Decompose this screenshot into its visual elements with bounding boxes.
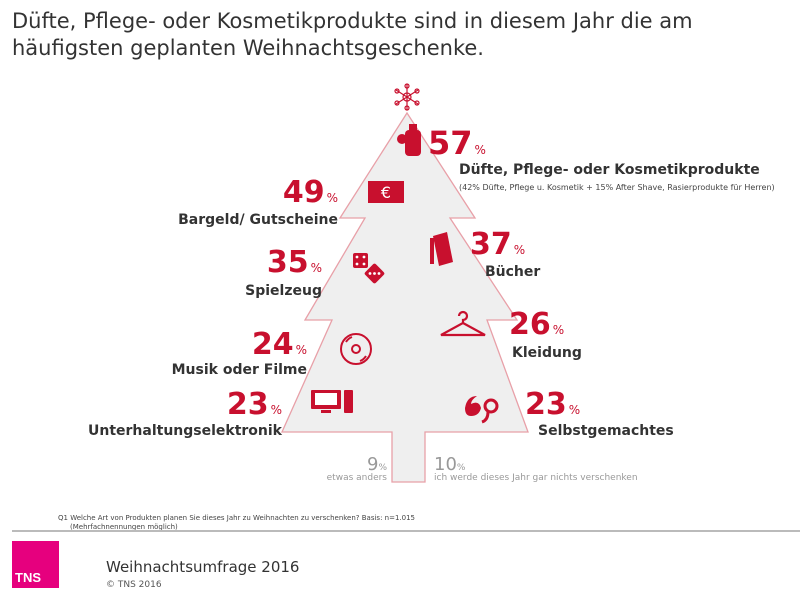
question-note: (Mehrfachnennungen möglich) xyxy=(70,523,178,531)
label-elektronik: Unterhaltungselektronik xyxy=(87,423,282,439)
label-bargeld: Bargeld/ Gutscheine xyxy=(178,212,338,228)
label-kleidung: Kleidung xyxy=(512,345,582,361)
cd-icon xyxy=(340,333,372,365)
dice-icon xyxy=(353,253,385,284)
pct-selbstgemachtes: % xyxy=(568,403,581,417)
pct-etwas-anders: % xyxy=(378,463,387,473)
tns-logo: TNS xyxy=(12,541,59,588)
logo-text: TNS xyxy=(15,570,41,585)
question-text: Q1 Welche Art von Produkten planen Sie d… xyxy=(58,514,415,522)
value-musik: 24 xyxy=(251,327,294,362)
item-spielzeug: 35% xyxy=(267,248,322,278)
value-elektronik: 23 xyxy=(226,387,269,422)
value-nichts: 10 xyxy=(434,454,457,475)
value-selbstgemachtes: 23 xyxy=(525,387,567,422)
item-duefte: 57% xyxy=(428,127,486,159)
label-duefte: Düfte, Pflege- oder Kosmetikprodukte xyxy=(459,162,760,178)
book-icon xyxy=(430,232,453,266)
euro-banknote-icon: € xyxy=(368,181,404,203)
handmade-icon xyxy=(465,396,499,424)
footer-copyright: © TNS 2016 xyxy=(106,580,162,590)
tree-shape xyxy=(280,111,529,483)
label-etwas-anders: etwas anders xyxy=(326,473,387,483)
value-buecher: 37 xyxy=(470,227,512,262)
item-buecher: 37% xyxy=(470,230,525,260)
value-spielzeug: 35 xyxy=(266,245,309,280)
pct-buecher: % xyxy=(513,243,526,257)
item-selbstgemachtes: 23% xyxy=(525,390,580,420)
value-duefte: 57 xyxy=(428,124,473,162)
page-title: Düfte, Pflege- oder Kosmetikprodukte sin… xyxy=(12,9,693,60)
value-etwas-anders: 9 xyxy=(366,454,379,475)
snowflake-icon xyxy=(394,83,420,111)
computer-icon xyxy=(311,390,353,413)
pct-duefte: % xyxy=(474,143,486,157)
pct-elektronik: % xyxy=(270,403,282,417)
hanger-icon xyxy=(440,310,486,337)
pct-bargeld: % xyxy=(326,191,338,205)
item-bargeld: 49% xyxy=(283,178,338,208)
label-nichts: ich werde dieses Jahr gar nichts versche… xyxy=(434,473,638,483)
label-musik: Musik oder Filme xyxy=(171,362,307,378)
euro-symbol: € xyxy=(381,183,391,202)
pct-kleidung: % xyxy=(552,323,565,337)
value-kleidung: 26 xyxy=(509,307,551,342)
item-musik: 24% xyxy=(252,330,307,360)
item-etwas-anders: 9% xyxy=(367,454,387,475)
pct-spielzeug: % xyxy=(310,261,322,275)
item-kleidung: 26% xyxy=(509,310,564,340)
pct-nichts: % xyxy=(456,463,466,473)
label-spielzeug: Spielzeug xyxy=(245,283,322,299)
pct-musik: % xyxy=(295,343,307,357)
label-buecher: Bücher xyxy=(485,264,541,280)
footer-divider xyxy=(12,530,800,532)
perfume-icon xyxy=(397,124,421,156)
item-elektronik: 23% xyxy=(227,390,282,420)
footer-title: Weihnachtsumfrage 2016 xyxy=(106,558,300,576)
value-bargeld: 49 xyxy=(282,175,325,210)
sub-duefte: (42% Düfte, Pflege u. Kosmetik + 15% Aft… xyxy=(459,183,775,192)
label-selbstgemachtes: Selbstgemachtes xyxy=(538,423,674,439)
item-nichts: 10% xyxy=(434,454,465,475)
